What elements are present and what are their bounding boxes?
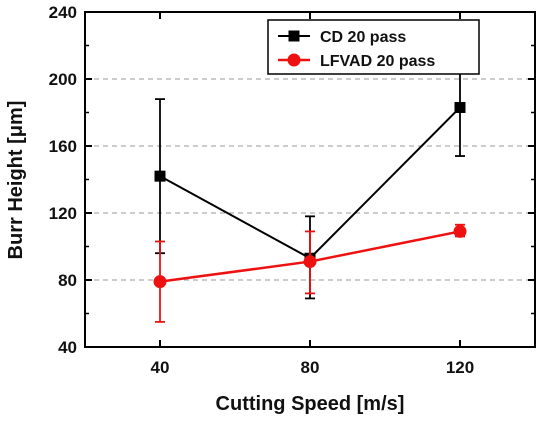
y-tick-label: 120	[49, 204, 77, 223]
data-point	[154, 170, 166, 182]
data-point	[453, 224, 467, 238]
data-point	[454, 101, 466, 113]
y-axis-title: Burr Height [μm]	[5, 101, 27, 260]
series-layer	[153, 56, 467, 323]
legend-label: LFVAD 20 pass	[320, 53, 435, 70]
legend-label: CD 20 pass	[320, 29, 406, 46]
legend-box	[267, 19, 480, 75]
data-point	[153, 275, 167, 289]
legend-marker	[287, 53, 301, 67]
legend-item: CD 20 pass	[278, 29, 406, 46]
y-tick-label: 80	[58, 271, 77, 290]
series-lfvad	[153, 223, 467, 323]
x-tick-label: 80	[301, 358, 320, 377]
x-tick-label: 40	[151, 358, 170, 377]
y-tick-label: 40	[58, 338, 77, 357]
data-point	[303, 255, 317, 269]
y-tick-label: 200	[49, 70, 77, 89]
legend: CD 20 pass LFVAD 20 pass	[267, 19, 480, 75]
x-axis-title: Cutting Speed [m/s]	[216, 393, 405, 415]
x-tick-label: 120	[446, 358, 474, 377]
y-tick-label: 160	[49, 137, 77, 156]
legend-marker	[288, 30, 300, 42]
legend-item: LFVAD 20 pass	[278, 53, 435, 70]
y-tick-label: 240	[49, 3, 77, 22]
axes: 40 80 120 160 200 240 40 80 120	[49, 3, 535, 377]
